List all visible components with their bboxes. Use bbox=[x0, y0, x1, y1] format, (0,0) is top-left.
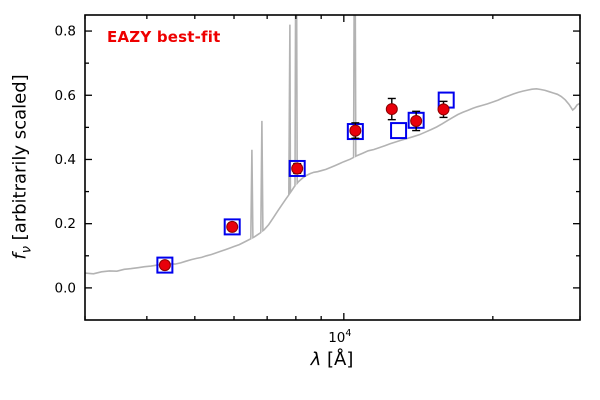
x-axis-label: λ [Å] bbox=[311, 349, 354, 370]
spectrum-line bbox=[85, 15, 580, 275]
observed-photometry-point bbox=[385, 103, 398, 116]
model-photometry-point bbox=[156, 256, 174, 274]
y-axis-symbol: f bbox=[9, 253, 31, 260]
plot-frame bbox=[84, 14, 581, 321]
y-tick-label: 0.2 bbox=[55, 216, 76, 232]
y-axis-subscript: ν bbox=[19, 246, 35, 254]
observed-photometry-point bbox=[226, 220, 239, 233]
y-tick-label: 0.8 bbox=[55, 24, 76, 40]
x-axis-units: [Å] bbox=[321, 349, 354, 370]
y-tick-label: 0.6 bbox=[55, 88, 76, 104]
best-fit-label: EAZY best-fit bbox=[107, 28, 221, 46]
y-tick-label: 0.4 bbox=[55, 152, 76, 168]
plot-area bbox=[85, 15, 580, 275]
observed-photometry-point bbox=[410, 114, 423, 127]
model-photometry-point bbox=[223, 218, 241, 236]
model-photometry-point bbox=[390, 122, 408, 140]
observed-photometry-point bbox=[437, 103, 450, 116]
y-axis-units: [arbitrarily scaled] bbox=[9, 74, 31, 247]
axes: 0.0 0.2 0.4 0.6 0.8 104 bbox=[55, 14, 581, 346]
observed-photometry-point bbox=[349, 124, 362, 137]
observed-photometry-point bbox=[158, 259, 171, 272]
observed-photometry-point bbox=[291, 162, 304, 175]
x-axis-symbol: λ bbox=[310, 349, 322, 370]
y-tick-label: 0.0 bbox=[55, 280, 76, 296]
model-photometry-point bbox=[288, 159, 306, 177]
y-axis-label: fν [arbitrarily scaled] bbox=[10, 74, 35, 259]
x-tick-label: 104 bbox=[328, 328, 351, 346]
